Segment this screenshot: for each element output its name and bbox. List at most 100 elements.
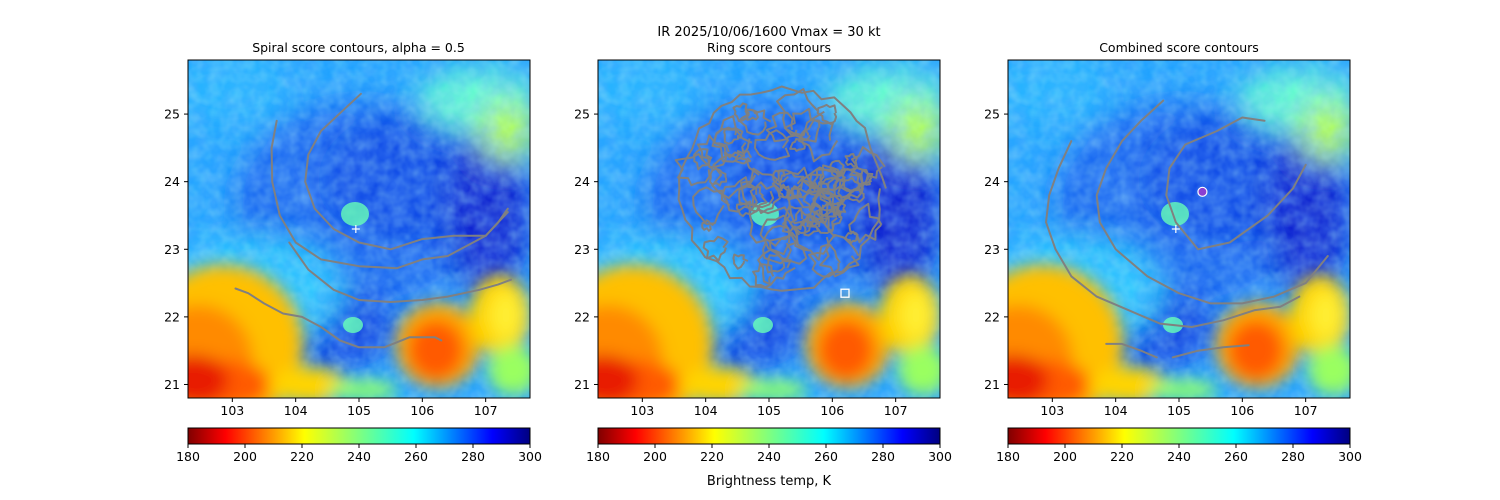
ring-score-contour [776, 88, 825, 137]
ring-score-contour [855, 168, 874, 186]
ring-score-contour [748, 206, 793, 247]
ring-score-contour [849, 146, 886, 187]
ring-score-contour [723, 126, 739, 145]
x-axis: 103 104 105 106 107 [220, 398, 498, 418]
y-axis: 21 22 23 24 25 [164, 107, 188, 392]
y-tick-label: 22 [574, 309, 590, 324]
colorbar-label: Brightness temp, K [707, 474, 832, 489]
ring-score-contour [765, 111, 798, 143]
panel-title: Spiral score contours, alpha = 0.5 [252, 40, 465, 55]
x-tick-label: 104 [1104, 403, 1128, 418]
panel-spiral: Spiral score contours, alpha = 0.5 103 10… [164, 40, 542, 464]
y-tick-label: 24 [984, 174, 1000, 189]
markers [1171, 186, 1208, 233]
ring-score-contour [765, 254, 786, 274]
contour-lines [234, 92, 512, 349]
contour-lines [1045, 99, 1329, 359]
colorbar-tick-label: 200 [233, 449, 257, 464]
ring-score-contour [701, 219, 715, 232]
ring-score-contour [812, 189, 843, 218]
colorbar-tick-label: 180 [176, 449, 200, 464]
colorbar-gradient [1007, 427, 1351, 445]
ring-score-contour [753, 129, 790, 161]
ring-center-square-marker [840, 288, 850, 298]
ring-score-contour [820, 176, 855, 209]
colorbar-tick-label: 260 [404, 449, 428, 464]
markers [840, 288, 850, 298]
y-tick-label: 21 [984, 377, 1000, 392]
ring-score-contour [819, 233, 860, 278]
ring-score-contour [674, 153, 714, 187]
panel-title: Combined score contours [1099, 40, 1259, 55]
y-tick-label: 23 [164, 242, 180, 257]
ring-score-contour [677, 85, 887, 292]
ring-score-contour [837, 176, 864, 199]
y-tick-label: 25 [984, 107, 1000, 122]
panel-combined: Combined score contours 103 104 105 106 107 … [963, 40, 1362, 464]
colorbar: 180 200 220 240 260 280 300 [176, 427, 542, 464]
combined-center-circle-marker [1197, 186, 1208, 197]
ring-score-contour [768, 231, 809, 265]
y-axis: 21 22 23 24 25 [574, 107, 598, 392]
markers [351, 225, 360, 233]
ring-score-contour [692, 186, 731, 226]
y-tick-label: 22 [164, 309, 180, 324]
ring-score-contour [790, 179, 821, 209]
y-tick-label: 23 [984, 242, 1000, 257]
score-contour [1045, 140, 1301, 328]
colorbar-tick-label: 300 [518, 449, 542, 464]
ring-score-contour [734, 150, 753, 165]
x-tick-label: 105 [347, 403, 371, 418]
best-track-cross-marker [351, 225, 360, 233]
score-contour [1165, 116, 1307, 251]
score-contour [304, 92, 509, 251]
colorbar-tick-label: 180 [996, 449, 1020, 464]
y-tick-label: 24 [164, 174, 180, 189]
colorbar-tick-label: 240 [757, 449, 781, 464]
best-track-cross-marker [1171, 225, 1180, 233]
colorbar-gradient [597, 427, 941, 445]
score-contour [288, 241, 512, 303]
colorbar-tick-label: 220 [290, 449, 314, 464]
ring-score-contour [813, 168, 839, 192]
colorbar-tick-label: 180 [586, 449, 610, 464]
colorbar: 180 200 220 240 260 280 300 [586, 427, 952, 464]
colorbar-tick-label: 280 [461, 449, 485, 464]
y-tick-label: 25 [164, 107, 180, 122]
y-tick-label: 25 [574, 107, 590, 122]
colorbar-tick-label: 260 [814, 449, 838, 464]
ring-score-contour [696, 134, 730, 169]
ring-score-contour [787, 184, 833, 227]
colorbar-tick-label: 280 [871, 449, 895, 464]
colorbar: 180 200 220 240 260 280 300 [996, 427, 1362, 464]
x-tick-label: 107 [884, 403, 908, 418]
x-tick-label: 106 [1230, 403, 1254, 418]
brightness-temp-image [963, 55, 1358, 425]
colorbar-tick-label: 280 [1281, 449, 1305, 464]
figure-suptitle: IR 2025/10/06/1600 Vmax = 30 kt [657, 25, 880, 40]
ring-score-contour [732, 253, 749, 270]
y-tick-label: 23 [574, 242, 590, 257]
ring-score-contour [808, 173, 824, 190]
ring-score-contour [744, 108, 759, 121]
plot-area [963, 55, 1358, 425]
ring-score-contour [740, 167, 783, 209]
ring-score-contour [708, 167, 728, 187]
ring-score-contour [848, 202, 883, 244]
colorbar-tick-label: 240 [1167, 449, 1191, 464]
ring-score-contour [783, 107, 821, 143]
ring-score-contour [735, 200, 753, 218]
x-tick-label: 105 [1167, 403, 1191, 418]
y-tick-label: 22 [984, 309, 1000, 324]
x-tick-label: 107 [1294, 403, 1318, 418]
colorbar-tick-label: 220 [1110, 449, 1134, 464]
colorbar-tick-label: 260 [1224, 449, 1248, 464]
colorbar-tick-label: 240 [347, 449, 371, 464]
ring-score-contour [762, 224, 792, 265]
score-contour [1105, 342, 1158, 359]
ring-score-contour [752, 263, 775, 289]
ring-score-contour [711, 153, 760, 199]
ring-score-contour [801, 166, 840, 200]
colorbar-tick-label: 300 [928, 449, 952, 464]
